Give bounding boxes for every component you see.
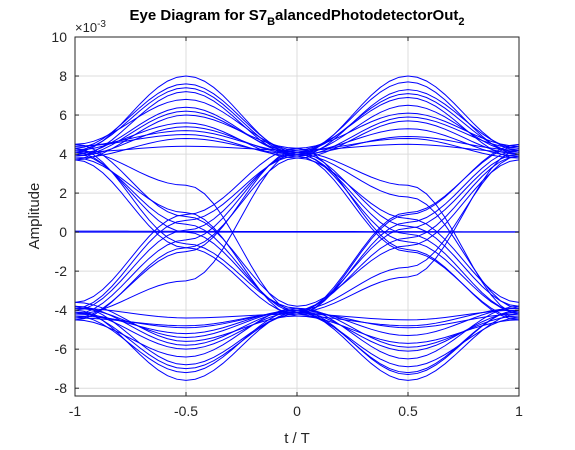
y-exponent-label: ×10-3 [75, 19, 106, 35]
x-tick-label: 0.5 [398, 403, 418, 419]
y-tick-label: 8 [59, 68, 67, 84]
chart-title: Eye Diagram for S7BalancedPhotodetectorO… [130, 7, 465, 28]
eye-trace-37 [75, 147, 519, 321]
eye-trace-32 [75, 137, 519, 319]
x-axis-ticks: -1 -0.5 0 0.5 1 [69, 37, 523, 419]
y-axis-ticks: -8 -6 -4 -2 0 2 4 6 8 10 [51, 29, 519, 396]
y-tick-label: 6 [59, 107, 67, 123]
y-tick-label: -4 [55, 302, 68, 318]
eye-trace-41 [75, 126, 519, 309]
eye-trace-40 [75, 151, 519, 315]
y-tick-label: 4 [59, 146, 67, 162]
y-tick-label: 0 [59, 224, 67, 240]
eye-trace-31 [75, 116, 519, 309]
y-tick-label: -6 [55, 341, 68, 357]
x-tick-label: 1 [515, 403, 523, 419]
x-tick-label: 0 [293, 403, 301, 419]
x-axis-label: t / T [284, 430, 310, 447]
y-tick-label: -8 [55, 380, 68, 396]
eye-traces [75, 75, 519, 381]
eye-trace-42 [75, 155, 519, 338]
x-tick-label: -0.5 [174, 403, 198, 419]
y-tick-label: -2 [55, 263, 68, 279]
eye-trace-39 [75, 149, 519, 313]
eye-trace-1 [75, 230, 519, 233]
y-tick-label: 10 [51, 29, 67, 45]
y-axis-label: Amplitude [26, 183, 43, 250]
x-tick-label: -1 [69, 403, 82, 419]
y-tick-label: 2 [59, 185, 67, 201]
eye-trace-34 [75, 143, 519, 315]
eye-trace-28 [75, 147, 519, 348]
